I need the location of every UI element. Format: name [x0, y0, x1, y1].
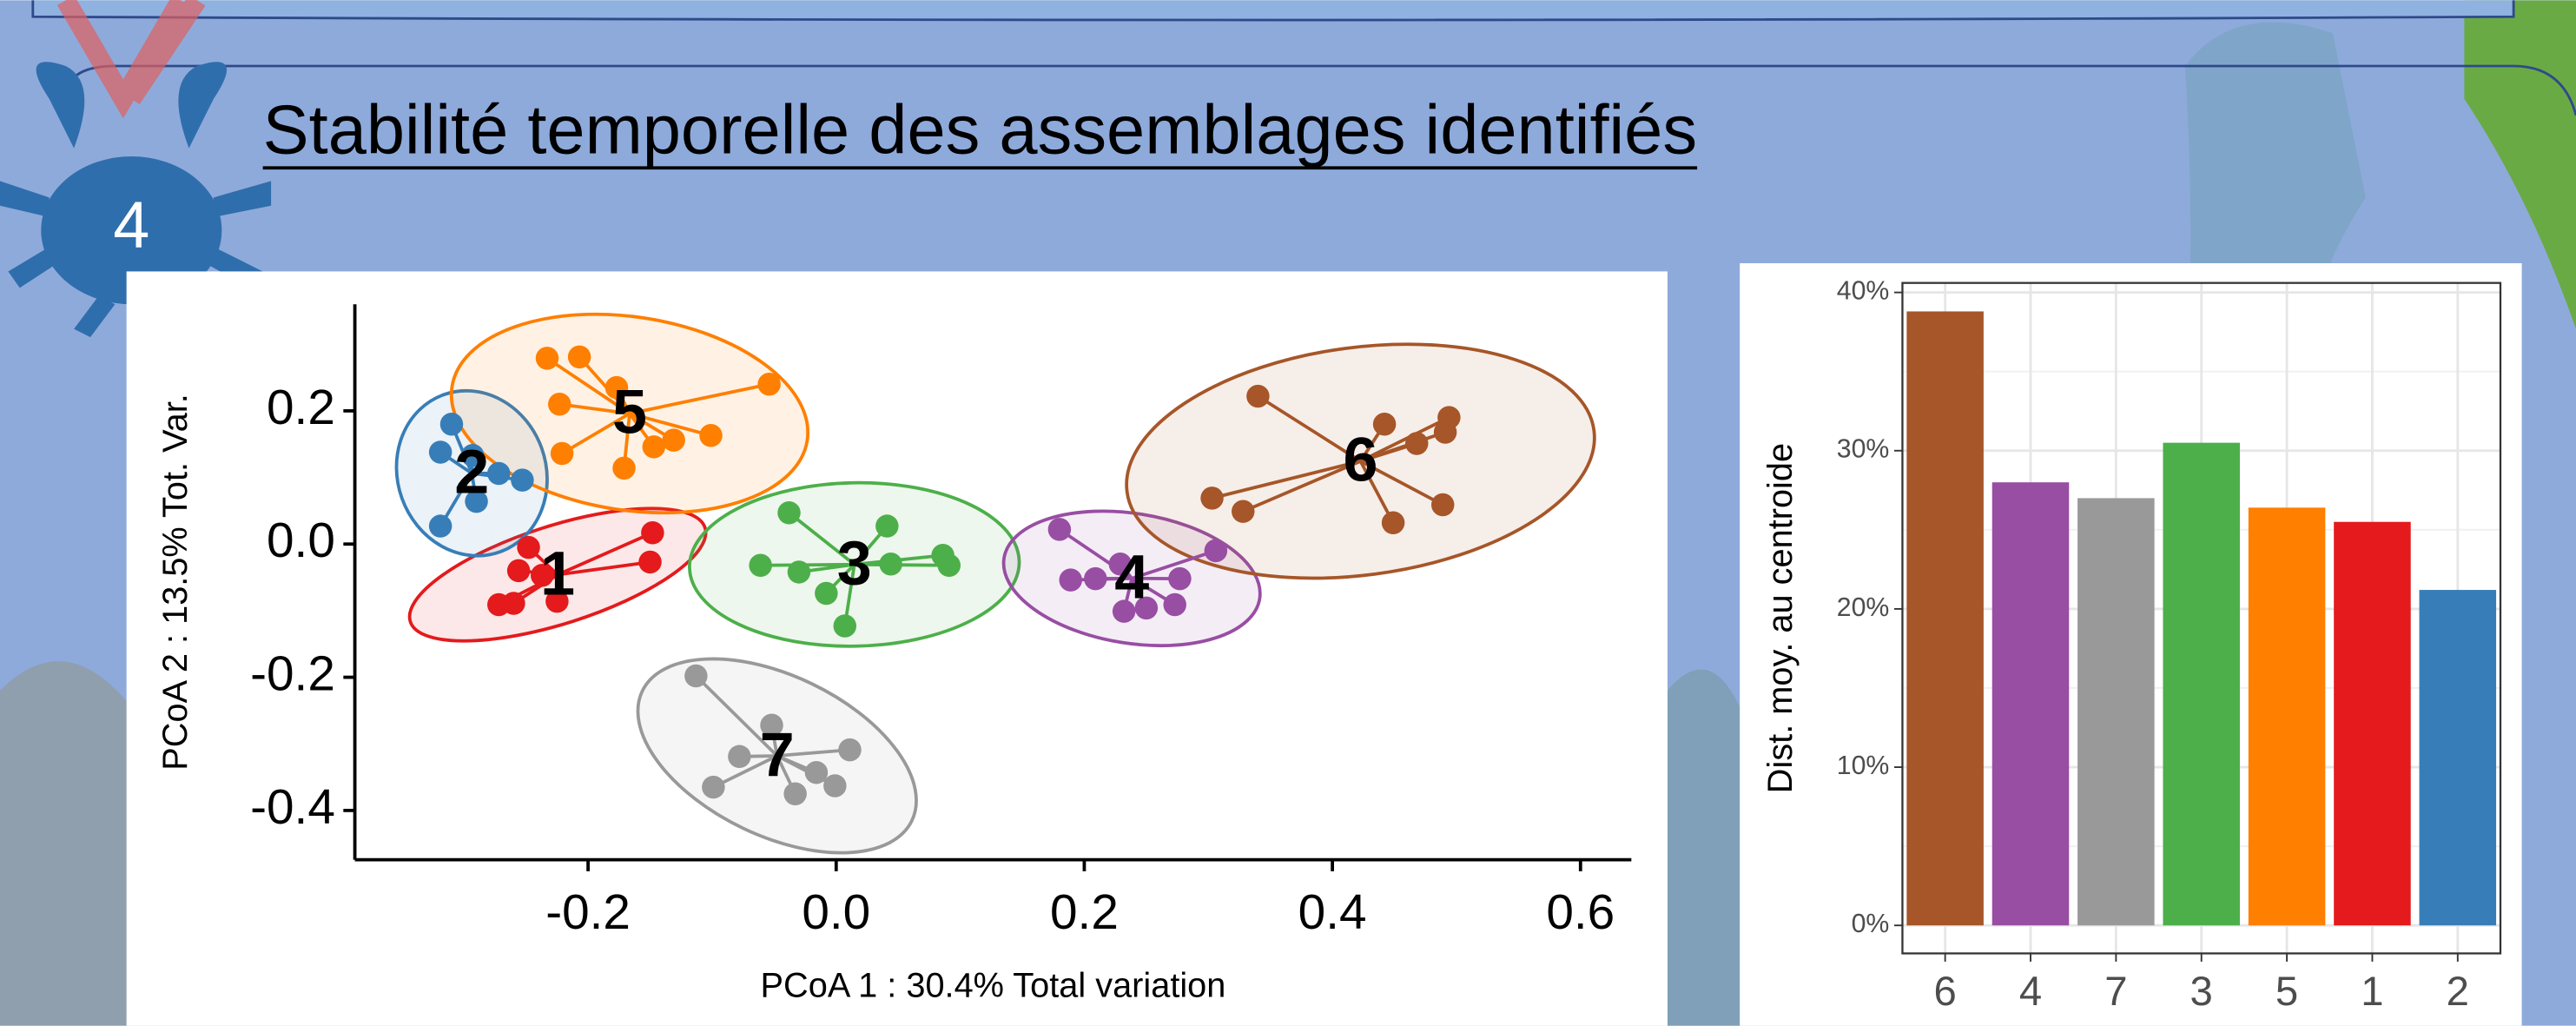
group-label: 1 — [540, 539, 575, 608]
bar — [2249, 507, 2326, 925]
y-axis-label: Dist. moy. au centroide — [1761, 443, 1800, 793]
group-label: 6 — [1343, 426, 1377, 495]
point — [502, 592, 525, 614]
x-axis-label: PCoA 1 : 30.4% Total variation — [761, 967, 1226, 1005]
point — [777, 501, 800, 524]
point — [1168, 567, 1191, 590]
point — [507, 559, 530, 582]
point — [788, 560, 810, 583]
point — [879, 553, 902, 575]
point — [1405, 432, 1428, 454]
point — [684, 665, 707, 687]
bar — [1906, 311, 1984, 925]
page: {"header":{"title":"Stabilité temporelle… — [0, 0, 2576, 1026]
slide: 4 Stabilité temporelle des assemblages i… — [0, 0, 2576, 1026]
x-tick-label: 0.4 — [1298, 885, 1367, 940]
point — [805, 761, 828, 784]
y-tick-label: 30% — [1837, 435, 1890, 464]
point — [834, 614, 856, 637]
point — [536, 347, 558, 369]
y-tick-label: 0.0 — [267, 513, 335, 568]
point — [875, 514, 898, 537]
y-axis-label: PCoA 2 : 13.5% Tot. Var. — [156, 394, 195, 771]
point — [749, 554, 771, 577]
bar — [2163, 443, 2240, 926]
point — [517, 536, 539, 559]
x-tick-label: 0.2 — [1050, 885, 1119, 940]
point — [1205, 539, 1227, 562]
point — [487, 462, 510, 485]
point — [823, 774, 846, 797]
point — [699, 424, 722, 447]
bar — [1992, 482, 2070, 925]
point — [429, 514, 452, 537]
point — [1059, 568, 1081, 591]
y-tick-label: 0% — [1852, 910, 1890, 938]
point — [568, 346, 591, 368]
slide-title: Stabilité temporelle des assemblages ide… — [263, 90, 1697, 168]
bar — [2334, 522, 2411, 925]
point — [612, 457, 635, 480]
point — [638, 551, 661, 573]
top-panel — [33, 0, 2513, 20]
y-tick-label: 20% — [1837, 593, 1890, 622]
point — [1232, 500, 1254, 522]
group-label: 3 — [837, 529, 872, 599]
point — [838, 738, 861, 761]
x-tick-label: 5 — [2275, 969, 2298, 1015]
group-label: 5 — [612, 378, 647, 447]
point — [1163, 593, 1186, 616]
y-tick-label: 0.2 — [267, 381, 335, 435]
x-tick-label: -0.2 — [545, 885, 631, 940]
point — [1382, 511, 1404, 533]
point — [757, 373, 780, 395]
point — [440, 413, 463, 435]
point — [548, 393, 571, 415]
point — [702, 776, 724, 798]
y-tick-label: -0.2 — [250, 647, 335, 702]
group-label: 2 — [454, 438, 489, 507]
point — [429, 440, 452, 463]
x-tick-label: 4 — [2019, 969, 2042, 1015]
decor — [0, 661, 131, 1026]
point — [815, 582, 837, 605]
group-label: 4 — [1114, 543, 1149, 612]
y-tick-label: 10% — [1837, 751, 1890, 780]
y-tick-label: -0.4 — [250, 780, 335, 835]
x-tick-label: 3 — [2190, 969, 2213, 1015]
y-tick-label: 40% — [1837, 277, 1890, 306]
point — [1431, 493, 1454, 516]
point — [1437, 406, 1460, 428]
bar — [2077, 498, 2155, 925]
point — [728, 745, 750, 768]
point — [1200, 487, 1223, 509]
x-tick-label: 0.0 — [802, 885, 870, 940]
point — [511, 468, 533, 491]
point — [1246, 385, 1269, 407]
bar — [2420, 590, 2497, 925]
point — [938, 554, 961, 577]
x-tick-label: 7 — [2104, 969, 2127, 1015]
point — [641, 521, 664, 544]
section-badge: 4 — [113, 189, 149, 262]
group-label: 7 — [760, 720, 795, 790]
point — [1048, 518, 1071, 540]
x-tick-label: 6 — [1933, 969, 1956, 1015]
point — [1084, 567, 1106, 590]
x-tick-label: 2 — [2447, 969, 2469, 1015]
decor — [1668, 669, 1740, 1025]
point — [551, 442, 573, 465]
point — [662, 428, 684, 451]
x-tick-label: 1 — [2361, 969, 2383, 1015]
x-tick-label: 0.6 — [1546, 885, 1615, 940]
